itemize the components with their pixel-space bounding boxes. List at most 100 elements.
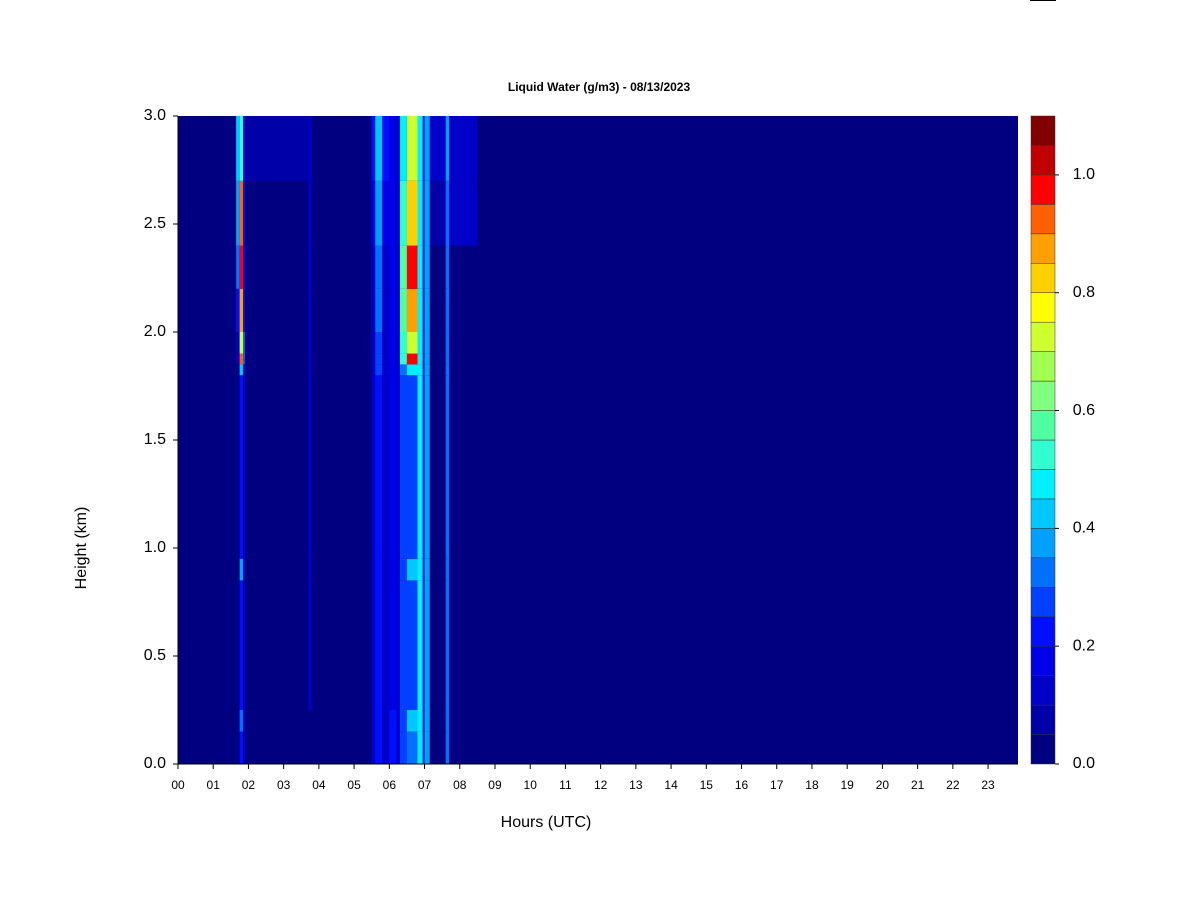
colorbar-segment xyxy=(1030,115,1056,146)
heat-cell xyxy=(406,353,418,365)
heat-cell xyxy=(389,332,397,354)
heat-cell xyxy=(371,558,376,581)
heat-cell xyxy=(236,180,240,246)
heat-cell xyxy=(244,375,309,559)
colorbar-tick-label: 0.4 xyxy=(1073,520,1095,537)
heat-cell xyxy=(311,332,372,354)
heat-cell xyxy=(445,375,450,559)
heat-cell xyxy=(449,731,478,764)
heat-cell xyxy=(236,375,240,559)
x-tick-label: 19 xyxy=(841,778,855,792)
heat-cell xyxy=(424,580,430,710)
heat-cell xyxy=(417,245,423,289)
x-tick-label: 02 xyxy=(242,778,256,792)
heat-cell xyxy=(389,375,397,559)
colorbar-tick-label: 0.8 xyxy=(1073,284,1095,301)
x-tick-label: 11 xyxy=(559,778,572,792)
y-tick-label: 3.0 xyxy=(144,107,166,124)
heat-cell xyxy=(396,353,400,365)
heat-cell xyxy=(382,375,390,559)
heat-cell xyxy=(311,731,372,764)
x-tick-label: 05 xyxy=(347,778,361,792)
heat-cell xyxy=(445,731,450,764)
heat-cell xyxy=(382,180,390,246)
heat-cell xyxy=(382,116,390,181)
heat-cell xyxy=(382,245,390,289)
heat-cell xyxy=(371,580,376,710)
heat-cell xyxy=(399,288,407,332)
heat-cell xyxy=(429,558,446,581)
heat-cell xyxy=(424,731,430,764)
x-tick-label: 13 xyxy=(629,778,643,792)
heat-cell xyxy=(406,710,418,732)
heat-cell xyxy=(449,180,478,246)
heat-cell xyxy=(399,580,407,710)
heat-cell xyxy=(406,731,418,764)
heat-cell xyxy=(389,245,397,289)
heat-cell xyxy=(449,332,478,354)
colorbar-segment xyxy=(1030,528,1056,559)
heat-cell xyxy=(239,580,244,710)
colorbar-segment xyxy=(1030,616,1056,647)
heat-cell xyxy=(244,731,309,764)
heat-cell xyxy=(308,288,312,332)
heat-cell xyxy=(422,116,425,181)
colorbar-segment xyxy=(1030,675,1056,706)
heat-cell xyxy=(429,180,446,246)
heat-cell xyxy=(371,245,376,289)
heat-cell xyxy=(417,180,423,246)
heat-cell xyxy=(371,180,376,246)
heat-cell xyxy=(236,245,240,289)
colorbar: 0.0 0.2 0.4 0.6 0.8 1.0 xyxy=(1030,115,1095,772)
heat-cell xyxy=(371,731,376,764)
heat-cell xyxy=(382,288,390,332)
heat-cell xyxy=(382,558,390,581)
heat-cell xyxy=(244,116,309,181)
heat-cell xyxy=(311,710,372,732)
heat-cell xyxy=(399,710,407,732)
plot-area: 00 01 02 03 04 05 06 07 08 09 10 11 12 13 14 15 16 17 18 19… xyxy=(144,107,1018,792)
heat-cell xyxy=(236,288,240,332)
heat-cell xyxy=(429,375,446,559)
heat-cell xyxy=(422,245,425,289)
x-tick-label: 04 xyxy=(312,778,326,792)
chart-title: Liquid Water (g/m3) - 08/13/2023 xyxy=(508,80,691,94)
heat-cell xyxy=(243,731,245,764)
heat-cell xyxy=(417,375,423,559)
colorbar-tick-label: 0.2 xyxy=(1073,637,1095,654)
heat-cell xyxy=(417,710,423,732)
heat-cell xyxy=(449,375,478,559)
heat-cell xyxy=(449,245,478,289)
heat-cell xyxy=(244,364,309,376)
heat-cell xyxy=(308,180,312,246)
x-tick-label: 12 xyxy=(594,778,608,792)
heat-cell xyxy=(422,288,425,332)
heat-cell xyxy=(399,180,407,246)
heat-cell xyxy=(308,558,312,581)
heat-cell xyxy=(445,710,450,732)
heat-cell xyxy=(417,731,423,764)
heat-cell xyxy=(375,245,383,289)
x-tick-label: 22 xyxy=(946,778,960,792)
x-tick-label: 00 xyxy=(171,778,185,792)
heat-cell xyxy=(236,364,240,376)
heat-cell xyxy=(445,353,450,365)
heat-cell xyxy=(375,332,383,354)
heat-cell xyxy=(371,332,376,354)
heat-cell xyxy=(243,375,245,559)
colorbar-tick-label: 1.0 xyxy=(1073,166,1095,183)
heat-cell xyxy=(424,710,430,732)
heat-cell xyxy=(406,375,418,559)
heat-cell xyxy=(382,580,390,710)
heat-cell xyxy=(396,580,400,710)
heat-cell xyxy=(445,180,450,246)
heat-cell xyxy=(406,245,418,289)
colorbar-tick-label: 0.0 xyxy=(1073,755,1095,772)
heat-cell xyxy=(424,353,430,365)
heat-cell xyxy=(389,353,397,365)
heat-cell xyxy=(406,364,418,376)
heat-cell xyxy=(382,731,390,764)
heat-cell xyxy=(311,288,372,332)
heat-cell xyxy=(311,245,372,289)
